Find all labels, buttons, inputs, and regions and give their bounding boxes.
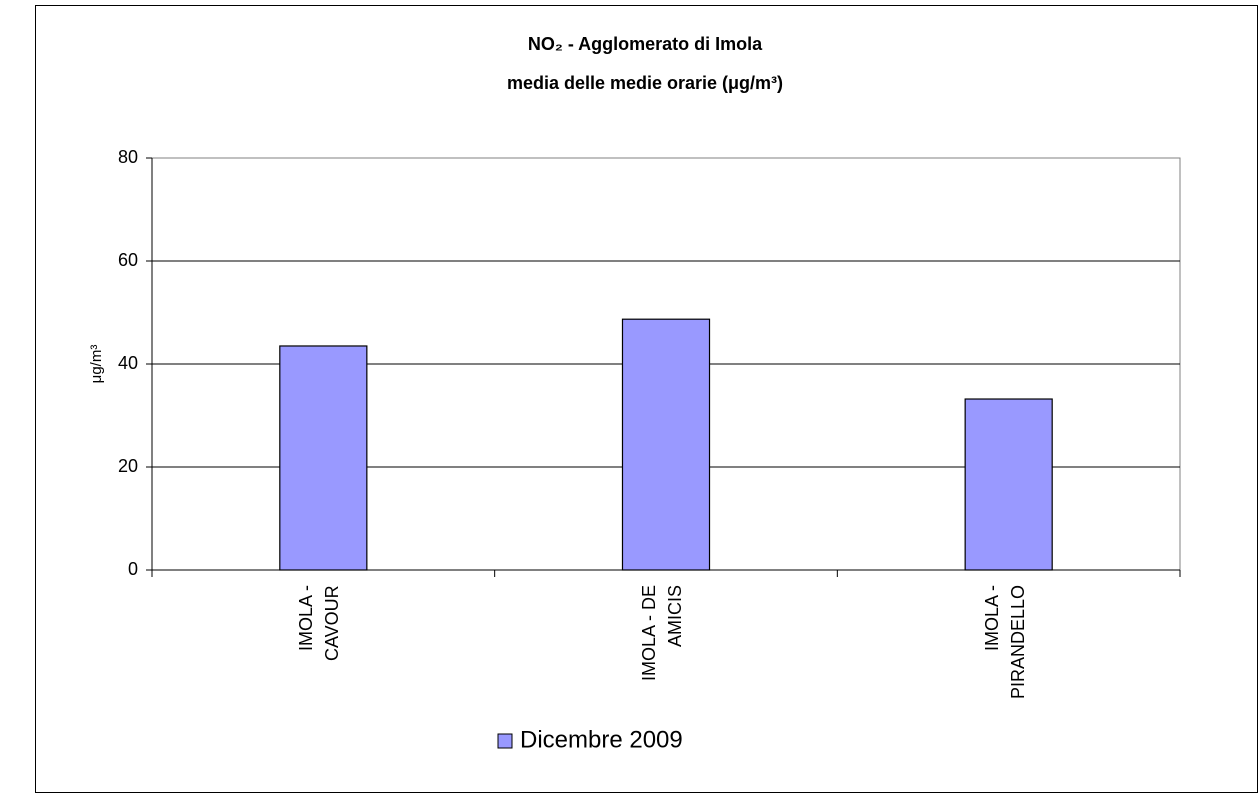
x-tick-label: IMOLA - DE AMICIS xyxy=(639,585,685,682)
x-tick-label: IMOLA - PIRANDELLO xyxy=(981,585,1028,700)
y-tick-label: 0 xyxy=(128,559,138,579)
chart-subtitle: media delle medie orarie (μg/m³) xyxy=(507,73,783,93)
y-axis-label: μg/m³ xyxy=(88,345,105,384)
bar xyxy=(964,398,1053,571)
y-tick-label: 80 xyxy=(118,147,138,167)
y-tick-label: 40 xyxy=(118,353,138,373)
bar xyxy=(621,318,711,571)
x-tick-label: IMOLA - CAVOUR xyxy=(296,585,343,661)
y-tick-label: 20 xyxy=(118,456,138,476)
legend-swatch xyxy=(497,733,513,749)
chart-title: NO₂ - Agglomerato di Imola xyxy=(528,34,763,54)
bar xyxy=(279,345,368,571)
legend-label: Dicembre 2009 xyxy=(520,726,683,753)
plot-border xyxy=(152,157,1181,570)
y-tick-label: 60 xyxy=(118,250,138,270)
